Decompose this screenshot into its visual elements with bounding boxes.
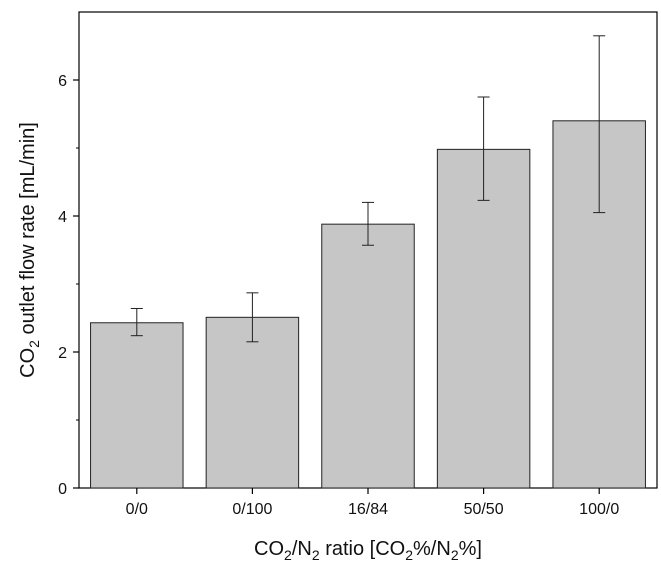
- error-bars: [130, 35, 606, 343]
- x-tick-label: 100/0: [579, 501, 619, 518]
- x-tick-label: 50/50: [464, 501, 504, 518]
- y-axis-title: CO2 outlet flow rate [mL/min]: [17, 122, 42, 378]
- bar-16-84: [321, 223, 415, 489]
- x-tick-label: 0/100: [232, 501, 272, 518]
- y-tick-label: 4: [58, 209, 67, 226]
- y-tick-label: 6: [58, 73, 67, 90]
- y-tick-label: 0: [58, 481, 67, 498]
- bar-0-100: [205, 316, 300, 489]
- x-tick-label: 16/84: [348, 501, 388, 518]
- x-tick-label: 0/0: [126, 501, 148, 518]
- bar-0-0: [90, 322, 184, 489]
- y-tick-label: 2: [58, 345, 67, 362]
- bars: [90, 120, 646, 489]
- y-axis: 0 2 4 6: [58, 73, 79, 498]
- x-axis: 0/0 0/100 16/84 50/50 100/0: [126, 488, 619, 518]
- x-axis-title: CO2/N2 ratio [CO2%/N2%]: [254, 538, 482, 563]
